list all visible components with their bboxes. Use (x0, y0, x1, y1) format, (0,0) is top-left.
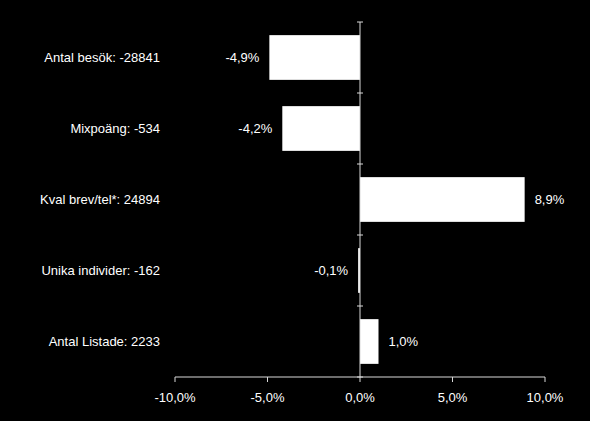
y-tick (357, 306, 363, 307)
x-tick (267, 377, 268, 382)
category-label: Kval brev/tel*: 24894 (40, 192, 160, 207)
y-tick (357, 93, 363, 94)
page: {"chart_data": {"type": "bar", "orientat… (0, 0, 590, 421)
bar (282, 106, 360, 151)
x-axis-line (175, 377, 545, 378)
x-tick (360, 377, 361, 382)
data-label: -4,2% (238, 121, 272, 136)
x-tick-label: -5,0% (251, 390, 285, 405)
x-tick-label: 5,0% (438, 390, 468, 405)
bar (360, 177, 525, 222)
y-tick (357, 164, 363, 165)
x-tick-label: 10,0% (527, 390, 564, 405)
x-tick (175, 377, 176, 382)
y-axis-line (360, 22, 361, 377)
x-tick-label: -10,0% (154, 390, 196, 405)
y-tick (357, 377, 363, 378)
category-label: Antal besök: -28841 (44, 50, 160, 65)
data-label: 8,9% (535, 192, 565, 207)
x-tick (545, 377, 546, 382)
data-label: -0,1% (314, 263, 348, 278)
category-label: Unika individer: -162 (41, 263, 160, 278)
chart: -10,0% -5,0% 0,0% 5,0% 10,0% Antal besök: -28… (0, 0, 590, 421)
category-label: Mixpoäng: -534 (70, 121, 160, 136)
category-label: Antal Listade: 2233 (49, 334, 160, 349)
bars (269, 35, 524, 364)
background (0, 0, 590, 421)
data-label: -4,9% (225, 50, 259, 65)
y-tick (357, 22, 363, 23)
y-tick (357, 235, 363, 236)
data-label: 1,0% (389, 334, 419, 349)
bar (360, 319, 379, 364)
x-tick (452, 377, 453, 382)
bar (269, 35, 360, 80)
x-tick-label: 0,0% (345, 390, 375, 405)
